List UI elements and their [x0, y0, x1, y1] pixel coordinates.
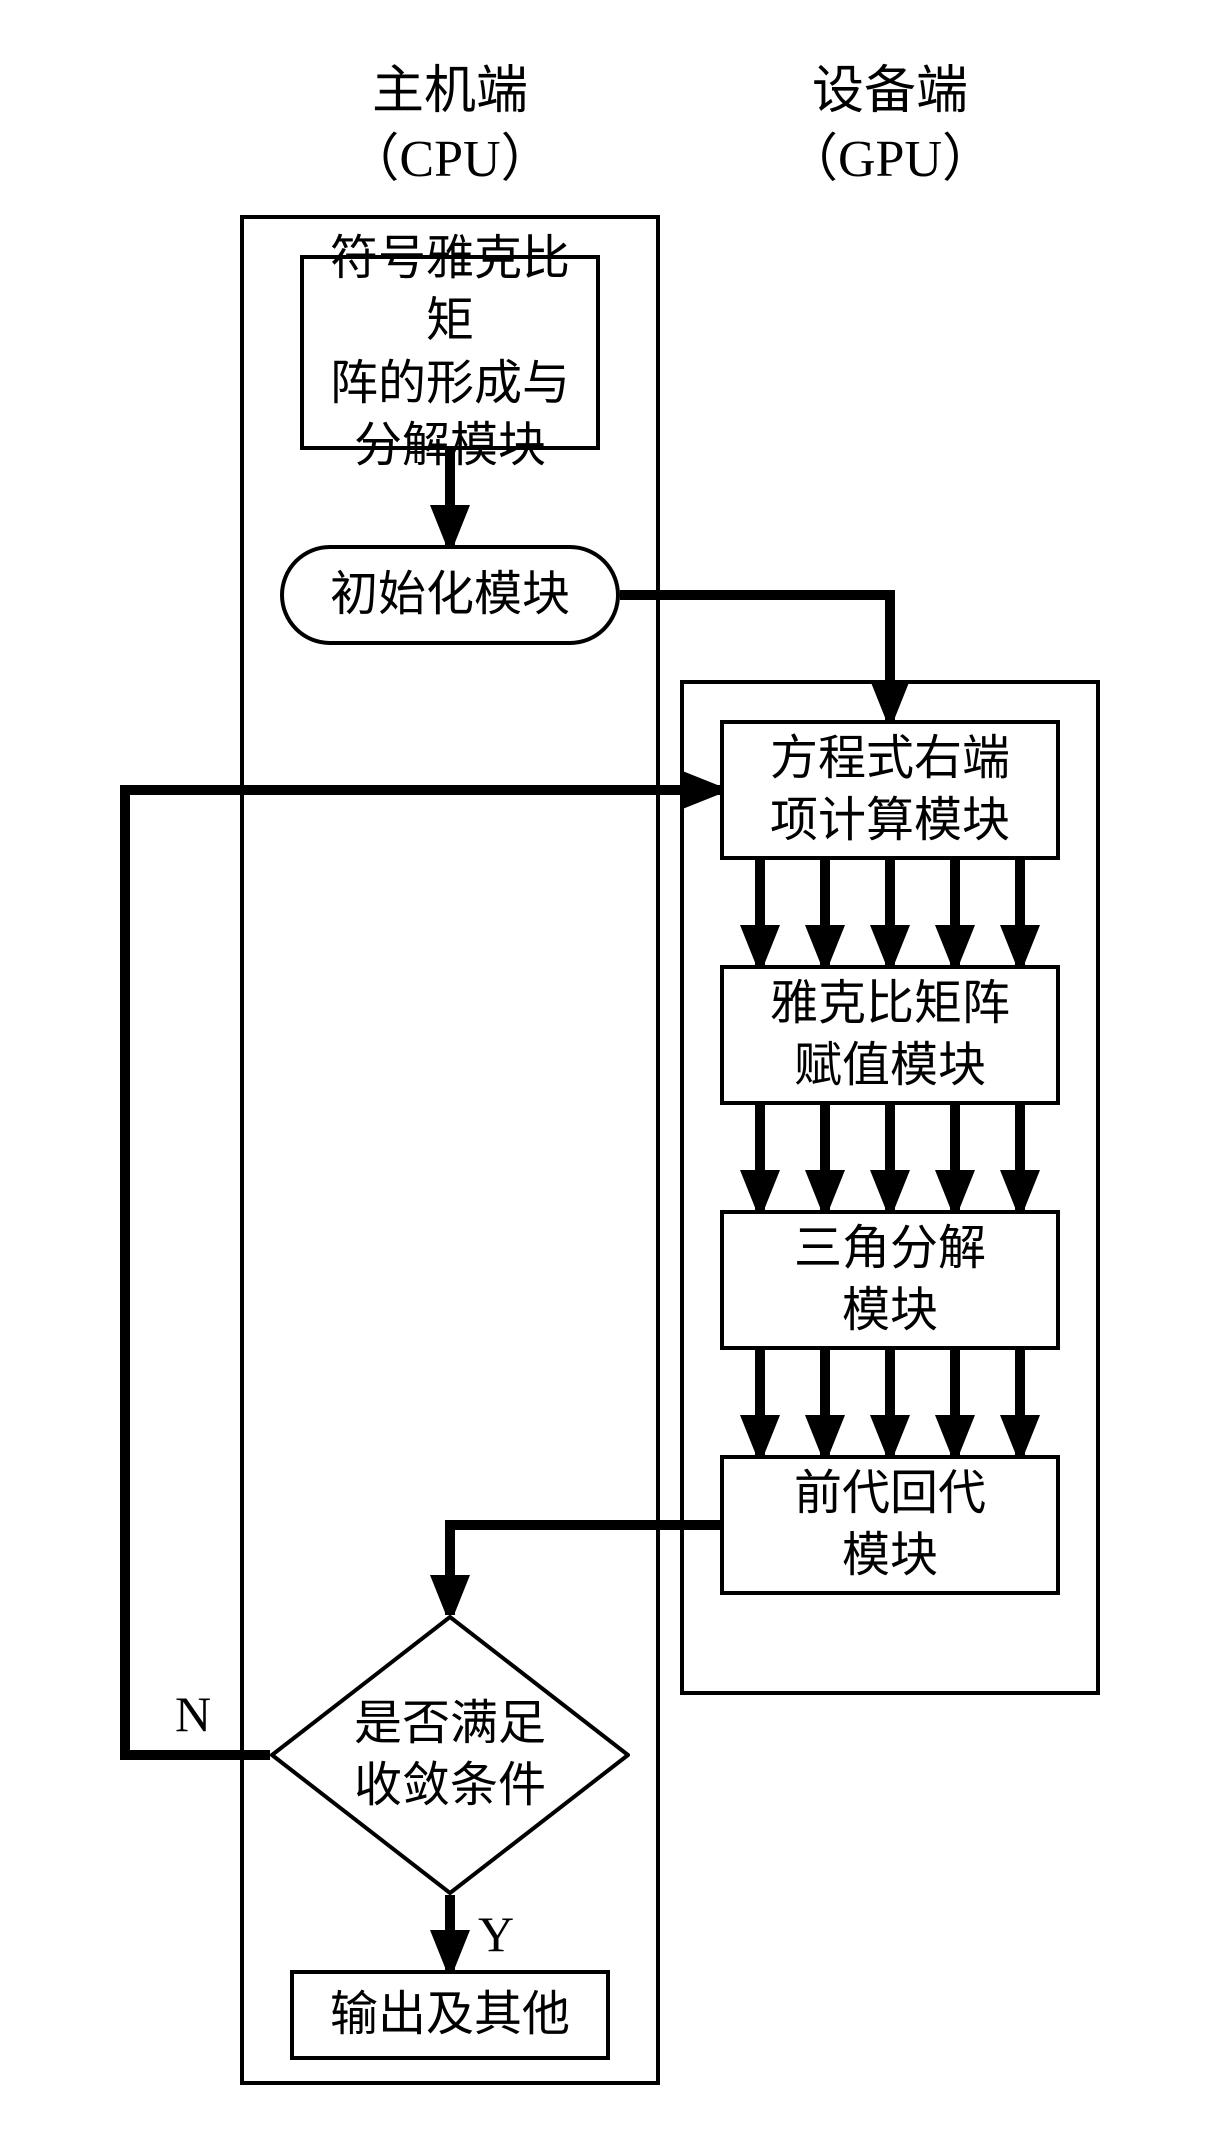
node-converge: 是否满足收敛条件 [270, 1615, 630, 1895]
node-fwd-back-text: 前代回代模块 [794, 1463, 986, 1588]
node-jacobi-assign: 雅克比矩阵赋值模块 [720, 965, 1060, 1105]
node-tri-decomp: 三角分解模块 [720, 1210, 1060, 1350]
header-gpu: 设备端 （GPU） [680, 58, 1100, 193]
node-jacobi-assign-text: 雅克比矩阵赋值模块 [770, 973, 1010, 1098]
node-jacobi-form-text: 符号雅克比矩阵的形成与分解模块 [312, 228, 588, 478]
node-rhs-calc-text: 方程式右端项计算模块 [770, 728, 1010, 853]
node-output: 输出及其他 [290, 1970, 610, 2060]
node-rhs-calc: 方程式右端项计算模块 [720, 720, 1060, 860]
node-fwd-back: 前代回代模块 [720, 1455, 1060, 1595]
header-gpu-line2: （GPU） [786, 131, 994, 188]
header-cpu: 主机端 （CPU） [240, 58, 660, 193]
label-yes: Y [478, 1905, 514, 1963]
header-cpu-line2: （CPU） [347, 131, 552, 188]
header-gpu-line1: 设备端 [812, 63, 968, 120]
flowchart-canvas: 主机端 （CPU） 设备端 （GPU） 符号雅克比矩阵的形成与分解模块 初始化模… [0, 0, 1219, 2147]
node-output-text: 输出及其他 [330, 1984, 570, 2046]
node-init-text: 初始化模块 [330, 564, 570, 626]
node-init: 初始化模块 [280, 545, 620, 645]
header-cpu-line1: 主机端 [372, 63, 528, 120]
node-converge-text: 是否满足收敛条件 [270, 1693, 630, 1818]
label-no: N [175, 1685, 211, 1743]
node-jacobi-form: 符号雅克比矩阵的形成与分解模块 [300, 255, 600, 450]
node-tri-decomp-text: 三角分解模块 [794, 1218, 986, 1343]
